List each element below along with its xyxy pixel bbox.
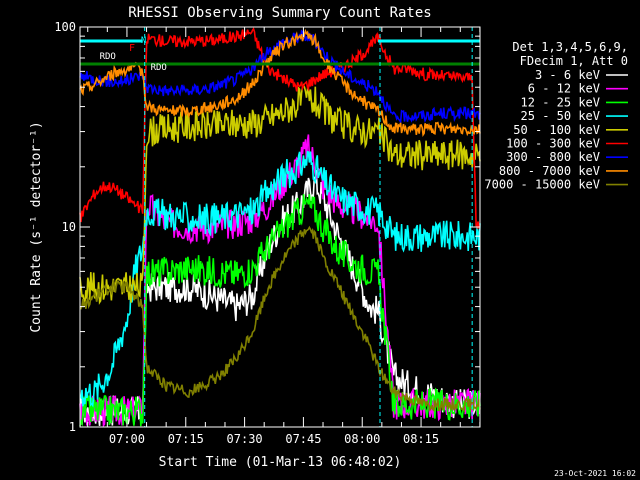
y-tick-label: 100 (54, 20, 76, 34)
legend-label: 100 - 300 keV (506, 137, 600, 151)
axis-layer: 1 10 100 07:00 07:15 07:30 07:45 08:00 08:15 (54, 20, 481, 446)
y-tick-label: 10 (62, 220, 76, 234)
series-line (79, 225, 481, 414)
legend-label: 300 - 800 keV (506, 150, 600, 164)
legend: Det 1,3,4,5,6,9, FDecim 1, Att 0 3 - 6 k… (484, 40, 628, 192)
x-tick-label: 07:00 (109, 432, 145, 446)
legend-label: 6 - 12 keV (528, 82, 600, 96)
legend-label: 3 - 6 keV (535, 68, 600, 82)
series-line (79, 83, 481, 306)
x-axis-label: Start Time (01-Mar-13 06:48:02) (159, 455, 402, 470)
series-line (79, 28, 481, 138)
chart-title: RHESSI Observing Summary Count Rates (128, 5, 431, 21)
flag-n-label: N (141, 36, 146, 46)
x-tick-label: 07:30 (227, 432, 263, 446)
flag-rdo-label: RDO (100, 52, 116, 62)
x-tick-label: 08:15 (403, 432, 439, 446)
legend-label: 12 - 25 keV (521, 95, 600, 109)
footer-date: 23-Oct-2021 16:02 (554, 469, 636, 478)
y-axis-label: Count Rate (s⁻¹ detector⁻¹) (29, 121, 44, 332)
series-line (79, 27, 481, 230)
flag-rdo-label: RDO (151, 63, 167, 73)
y-tick-label: 1 (69, 420, 76, 434)
flag-layer: NF RDO RDO (80, 27, 480, 427)
x-tick-label: 07:45 (285, 432, 321, 446)
legend-label: 25 - 50 keV (521, 109, 600, 123)
legend-header-decimation: FDecim 1, Att 0 (520, 54, 628, 68)
x-tick-label: 08:00 (344, 432, 380, 446)
legend-header-detectors: Det 1,3,4,5,6,9, (512, 40, 628, 54)
flag-f-label: F (129, 43, 135, 54)
series-layer (79, 27, 481, 428)
series-line (79, 194, 481, 427)
legend-label: 7000 - 15000 keV (484, 178, 600, 192)
series-line (79, 150, 481, 408)
x-tick-label: 07:15 (168, 432, 204, 446)
legend-label: 800 - 7000 keV (499, 164, 600, 178)
legend-label: 50 - 100 keV (513, 123, 600, 137)
